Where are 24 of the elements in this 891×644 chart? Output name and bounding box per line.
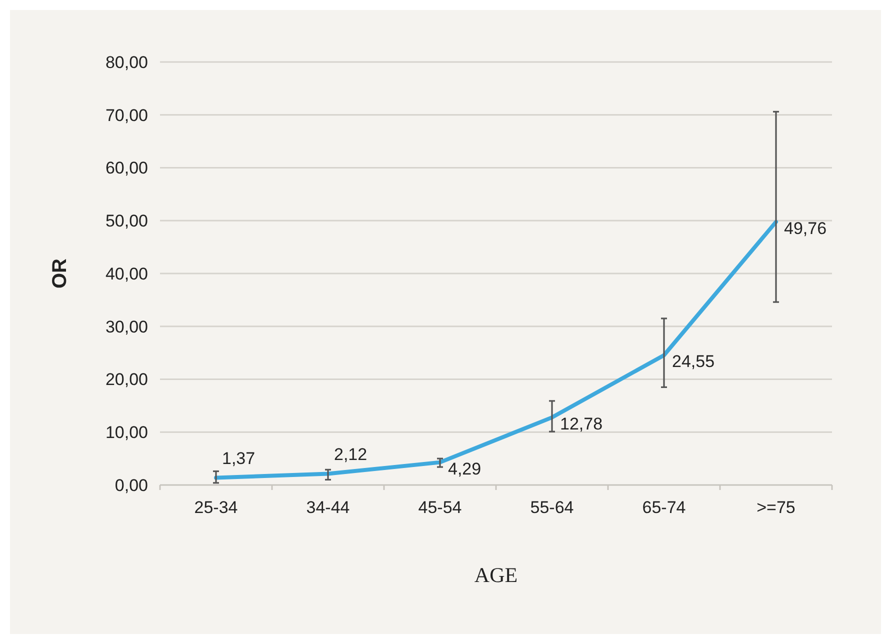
y-tick-label: 30,00 <box>105 317 148 336</box>
y-tick-label: 10,00 <box>105 423 148 442</box>
x-tick-label: >=75 <box>756 498 796 517</box>
x-axis-title: AGE <box>474 563 518 587</box>
x-tick-label: 34-44 <box>306 498 350 517</box>
data-label: 2,12 <box>334 444 368 464</box>
x-tick-label: 45-54 <box>418 498 462 517</box>
y-tick-label: 40,00 <box>105 264 148 284</box>
data-label: 4,29 <box>448 459 482 478</box>
x-tick-label: 65-74 <box>642 498 686 517</box>
x-tick-label: 25-34 <box>194 498 238 517</box>
x-tick-label: 55-64 <box>530 498 574 517</box>
data-label: 1,37 <box>222 448 256 468</box>
y-tick-label: 80,00 <box>105 52 148 72</box>
data-label: 12,78 <box>560 414 603 434</box>
y-tick-label: 70,00 <box>105 106 148 125</box>
y-tick-label: 0,00 <box>114 476 148 495</box>
data-label: 24,55 <box>672 352 715 372</box>
y-axis-title: OR <box>49 258 71 288</box>
line-series <box>214 220 778 480</box>
y-tick-label: 50,00 <box>105 212 148 231</box>
data-label: 49,76 <box>784 218 827 238</box>
y-tick-label: 20,00 <box>105 370 148 390</box>
y-tick-label: 60,00 <box>105 158 148 178</box>
